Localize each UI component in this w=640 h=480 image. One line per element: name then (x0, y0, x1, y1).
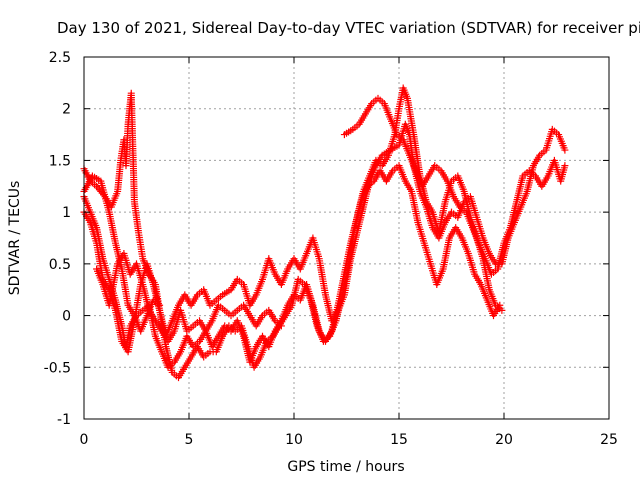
y-axis-label: SDTVAR / TECUs (7, 181, 23, 296)
series-6 (340, 94, 569, 278)
series-4 (93, 250, 285, 345)
y-tick-label: 2 (62, 102, 71, 118)
y-tick-label: 1 (62, 205, 71, 221)
data-point (156, 301, 164, 309)
plot-frame (83, 56, 610, 420)
y-tick-label: 2.5 (49, 50, 71, 66)
series-3 (80, 162, 504, 382)
x-tick-label: 20 (495, 432, 513, 448)
grid-lines (84, 57, 609, 419)
series-2 (80, 84, 506, 371)
x-axis-ticks: 0 5 10 15 20 25 (80, 57, 618, 448)
data-point (277, 322, 285, 330)
y-tick-label: 0.5 (49, 257, 71, 273)
y-tick-label: 0 (62, 309, 71, 325)
x-tick-label: 15 (390, 432, 408, 448)
data-points (80, 84, 569, 382)
x-tick-label: 0 (80, 432, 89, 448)
chart-title: Day 130 of 2021, Sidereal Day-to-day VTE… (57, 19, 640, 37)
y-axis-ticks: -1 -0.5 0 0.5 1 1.5 2 2.5 (44, 50, 609, 428)
y-tick-label: 1.5 (49, 153, 71, 169)
data-point (561, 146, 569, 154)
y-tick-label: -1 (57, 412, 71, 428)
data-point (498, 306, 506, 314)
data-point (496, 301, 504, 309)
x-tick-label: 5 (185, 432, 194, 448)
y-tick-label: -0.5 (44, 360, 71, 376)
data-point (561, 162, 569, 170)
x-tick-label: 10 (285, 432, 303, 448)
x-tick-label: 25 (600, 432, 618, 448)
series-5 (80, 172, 164, 335)
x-axis-label: GPS time / hours (287, 459, 404, 475)
